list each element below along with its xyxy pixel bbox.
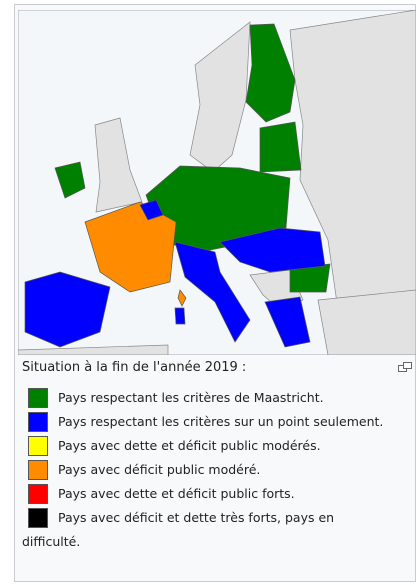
corsica [177,289,187,307]
legend-item: Pays avec dette et déficit public modéré… [22,434,392,458]
legend-swatch [28,412,48,432]
legend-label: Pays avec dette et déficit public modéré… [58,438,321,453]
greece [264,296,311,348]
ireland [54,161,86,199]
legend-label: Pays avec déficit et dette très forts, p… [22,510,335,549]
legend-swatch [28,484,48,504]
central-europe [145,165,291,253]
france [84,201,177,293]
legend-item: Pays avec déficit public modéré. [22,458,392,482]
legend-swatch [28,436,48,456]
legend-label: Pays avec dette et déficit public forts. [58,486,295,501]
finland [245,23,296,123]
legend-item: Pays respectant les critères sur un poin… [22,410,392,434]
hungary-romania [219,227,326,273]
caption: Situation à la fin de l'année 2019 : [22,360,247,375]
baltics [259,121,302,173]
legend-item: Pays avec dette et déficit public forts. [22,482,392,506]
turkey [317,289,416,355]
north-africa [18,344,169,355]
legend-label: Pays avec déficit public modéré. [58,462,261,477]
iberia [24,271,111,348]
legend-swatch [28,388,48,408]
europe-map [18,10,416,355]
legend-item: Pays respectant les critères de Maastric… [22,386,392,410]
benelux [139,199,164,221]
legend-label: Pays respectant les critères de Maastric… [58,390,324,405]
legend-swatch [28,460,48,480]
italy [174,241,251,343]
scandinavia [189,21,251,173]
sardinia [174,307,186,325]
legend-swatch [28,508,48,528]
enlarge-icon[interactable] [398,362,412,372]
legend-label: Pays respectant les critères sur un poin… [58,414,384,429]
non-euro-east [289,10,416,311]
uk [94,117,143,213]
legend: Pays respectant les critères de Maastric… [22,386,392,554]
legend-item: Pays avec déficit et dette très forts, p… [22,506,392,554]
